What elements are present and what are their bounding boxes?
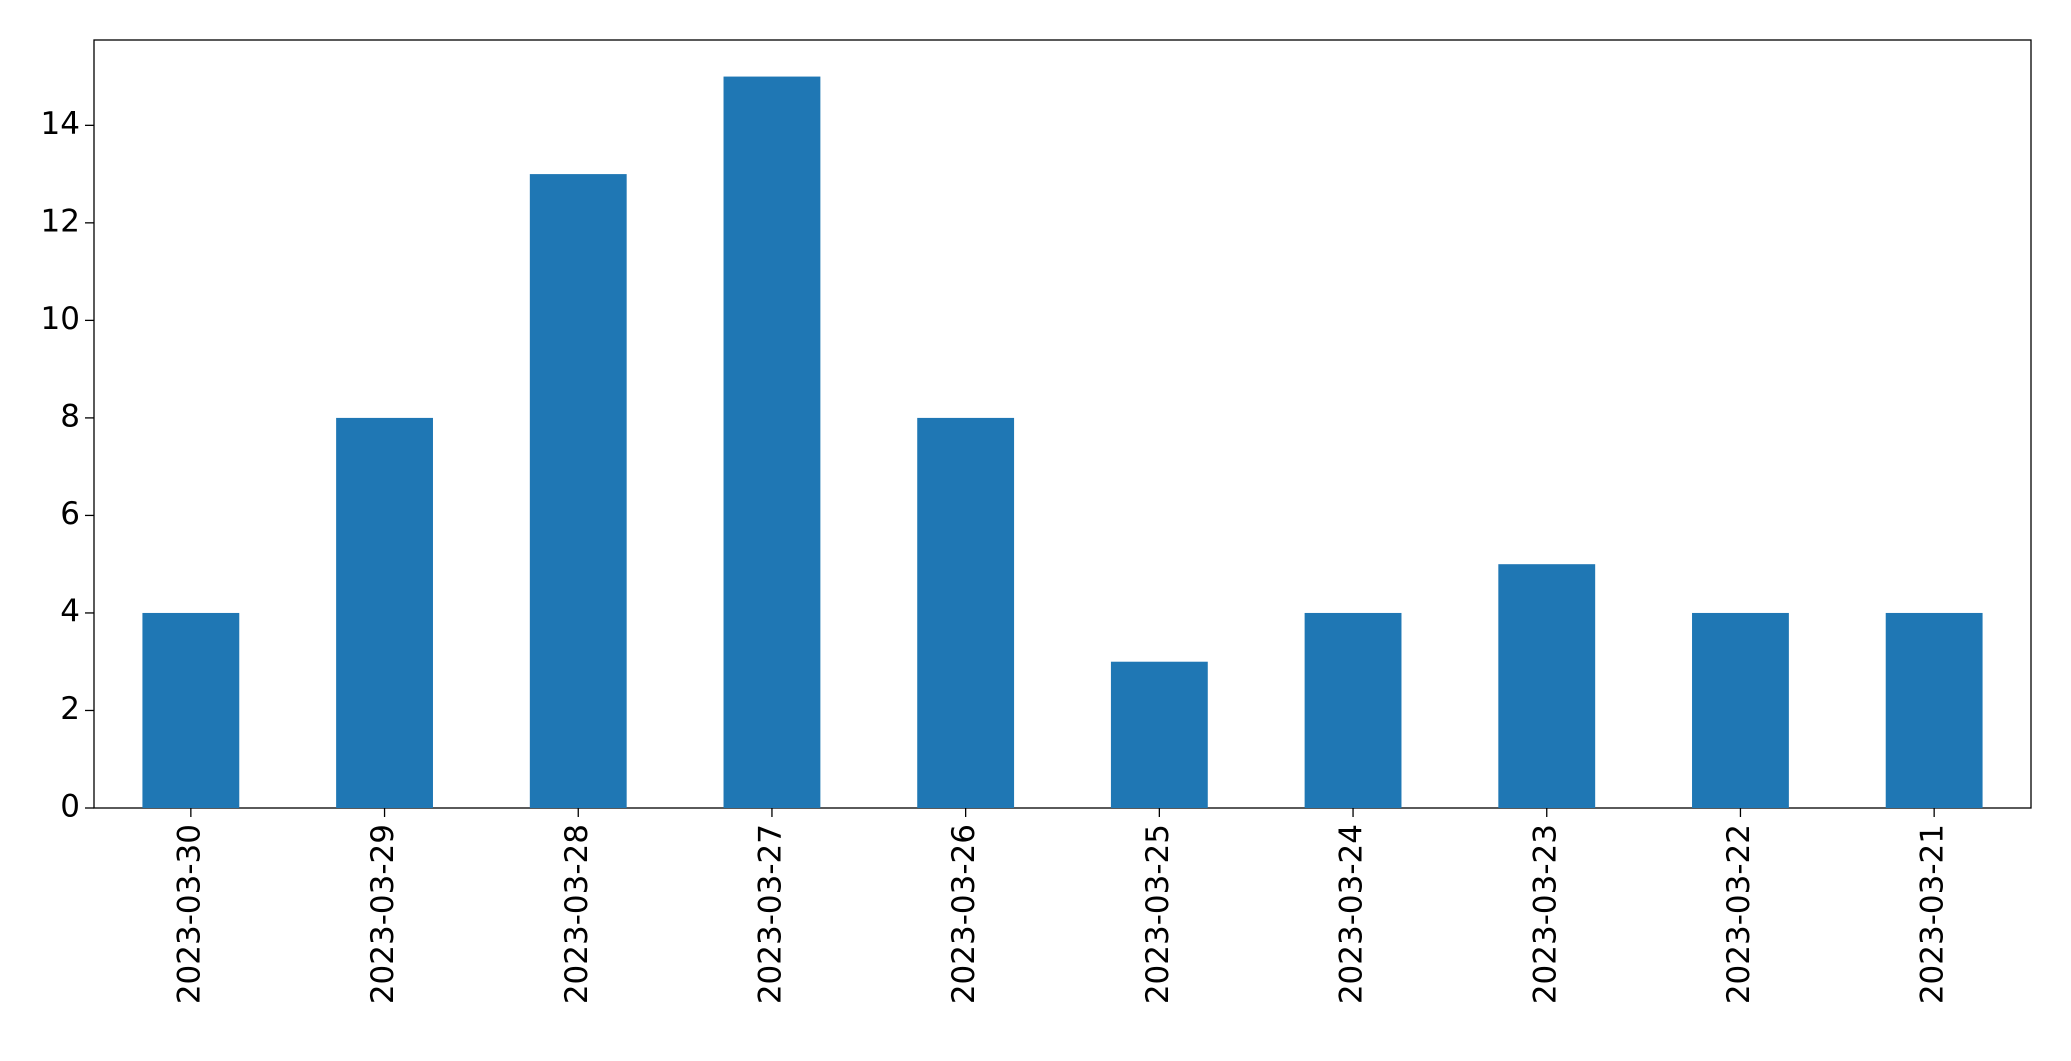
bar bbox=[142, 612, 240, 808]
bar bbox=[529, 174, 627, 809]
x-tick-label: 2023-03-24 bbox=[1334, 824, 1370, 1004]
bar bbox=[336, 417, 433, 808]
x-tick-label: 2023-03-22 bbox=[1721, 824, 1757, 1004]
y-tick-label: 14 bbox=[41, 106, 80, 142]
x-tick-label: 2023-03-23 bbox=[1527, 824, 1563, 1004]
x-tick-label: 2023-03-27 bbox=[752, 824, 788, 1004]
bar bbox=[1304, 612, 1402, 808]
bar bbox=[1885, 612, 1983, 808]
x-tick-label: 2023-03-29 bbox=[365, 824, 401, 1004]
x-tick-label: 2023-03-25 bbox=[1140, 824, 1176, 1004]
y-tick-label: 0 bbox=[60, 789, 80, 825]
x-tick-label: 2023-03-26 bbox=[946, 824, 982, 1004]
bar bbox=[1110, 661, 1208, 808]
plot-frame bbox=[93, 39, 2032, 809]
y-tick-label: 10 bbox=[41, 301, 80, 337]
x-tick-label: 2023-03-30 bbox=[171, 824, 207, 1004]
y-tick-label: 4 bbox=[60, 593, 80, 629]
bar bbox=[1692, 612, 1789, 808]
x-tick-label: 2023-03-28 bbox=[559, 824, 595, 1004]
y-tick-label: 2 bbox=[60, 691, 80, 727]
bar bbox=[917, 417, 1015, 808]
y-tick-label: 12 bbox=[41, 203, 80, 239]
bar bbox=[1498, 564, 1596, 808]
x-tick-label: 2023-03-21 bbox=[1915, 824, 1951, 1004]
bar bbox=[723, 76, 821, 809]
y-tick-label: 8 bbox=[60, 398, 80, 434]
y-tick-label: 6 bbox=[60, 496, 80, 532]
